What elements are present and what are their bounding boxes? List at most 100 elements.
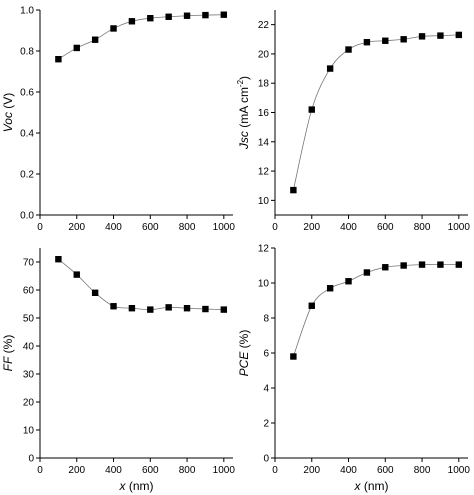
jsc-data-point	[382, 37, 389, 44]
pce-fit-line	[293, 264, 459, 357]
ff-y-axis-label: FF (%)	[1, 335, 15, 372]
ff-y-tick-label: 10	[23, 426, 35, 437]
ff-panel: 0 200 400 600 800 1000 0 10 20 30 40 50 60 70 FF (%) x …	[1, 248, 235, 493]
voc-x-tick-label: 600	[142, 222, 159, 233]
ff-x-tick-label: 600	[142, 465, 159, 476]
jsc-y-tick-label: 12	[258, 167, 270, 178]
voc-x-tick-label: 1000	[213, 222, 236, 233]
jsc-y-tick-label: 16	[258, 108, 270, 119]
pce-y-axis-label: PCE (%)	[237, 330, 251, 377]
jsc-y-tick-label: 20	[258, 49, 270, 60]
axis-label-italic: x	[354, 479, 362, 493]
axis-label-italic: PCE	[237, 351, 251, 377]
axis-label-italic: x	[119, 479, 127, 493]
axis-label-plain: (nm)	[126, 479, 154, 493]
voc-panel: 0 200 400 600 800 1000 0.0 0.2 0.4 0.6 0.8 1.0 Voc (…	[1, 6, 235, 234]
pce-x-tick-label: 600	[377, 465, 394, 476]
jsc-x-tick-label: 1000	[448, 222, 471, 233]
axis-label-plain: (mA cm	[237, 87, 251, 131]
pce-data-point	[418, 261, 426, 268]
ff-x-tick-label: 0	[37, 465, 43, 476]
pce-data-point	[345, 278, 352, 285]
axis-label-close: )	[237, 76, 251, 80]
jsc-x-tick-label: 800	[414, 222, 431, 233]
voc-x-tick-label: 0	[37, 222, 43, 233]
pce-data-point	[326, 285, 334, 292]
voc-y-tick-label: 1.0	[20, 6, 34, 17]
jsc-data-point	[345, 46, 352, 53]
axis-label-plain: (%)	[237, 330, 251, 352]
ff-y-tick-label: 50	[23, 314, 35, 325]
ff-x-axis-label: x (nm)	[119, 479, 154, 493]
voc-data-point	[128, 18, 136, 25]
voc-x-tick-label: 200	[68, 222, 85, 233]
voc-y-tick-label: 0.6	[20, 88, 34, 99]
jsc-data-point	[400, 36, 407, 43]
jsc-x-tick-label: 200	[303, 222, 320, 233]
voc-data-point	[183, 12, 191, 19]
voc-data-point	[55, 56, 62, 63]
pce-x-tick-label: 400	[340, 465, 357, 476]
pce-x-tick-label: 1000	[448, 465, 471, 476]
pce-data-point	[437, 261, 444, 268]
pce-y-tick-label: 6	[263, 349, 269, 360]
axis-label-italic: Jsc	[237, 131, 251, 150]
pce-panel: 0 200 400 600 800 1000 0 2 4 6 8 10 12 PCE (%) x (nm)	[237, 244, 470, 494]
ff-data-point	[91, 289, 99, 296]
jsc-x-tick-label: 400	[340, 222, 357, 233]
ff-y-tick-label: 20	[23, 398, 35, 409]
jsc-data-point	[363, 39, 371, 46]
axis-label-plain: (V)	[1, 93, 15, 112]
jsc-x-tick-label: 0	[272, 222, 278, 233]
voc-data-point	[110, 25, 117, 32]
jsc-fit-line	[292, 34, 459, 191]
jsc-data-point	[455, 31, 463, 39]
pce-data-point	[290, 353, 297, 360]
ff-data-point	[147, 306, 154, 313]
ff-x-tick-label: 200	[68, 465, 85, 476]
ff-y-tick-label: 40	[23, 342, 35, 353]
ff-x-tick-label: 1000	[213, 465, 236, 476]
pce-y-tick-label: 10	[258, 279, 270, 290]
jsc-data-point	[418, 33, 426, 40]
jsc-y-tick-label: 22	[258, 20, 270, 31]
ff-data-point	[55, 256, 62, 263]
voc-data-point	[220, 11, 228, 18]
voc-data-point	[202, 11, 209, 19]
voc-data-point	[91, 36, 99, 43]
pce-data-point	[400, 262, 407, 269]
pce-x-tick-label: 0	[272, 465, 278, 476]
ff-y-tick-label: 0	[28, 454, 34, 465]
ff-data-point	[128, 305, 136, 312]
jsc-x-tick-label: 600	[377, 222, 394, 233]
pce-y-tick-label: 2	[263, 419, 269, 430]
jsc-panel: 0 200 400 600 800 1000 10 12 14 16 18 20 22 Jsc (mA c…	[236, 10, 470, 233]
voc-y-axis-label: Voc (V)	[1, 93, 15, 133]
pce-data-point	[308, 302, 315, 309]
voc-data-point	[147, 15, 154, 22]
voc-x-tick-label: 800	[179, 222, 196, 233]
pce-y-tick-label: 0	[263, 454, 269, 465]
pce-data-point	[455, 261, 463, 268]
axis-label-superscript: -2	[236, 79, 245, 87]
axis-label-italic: Voc	[1, 112, 15, 132]
axis-label-plain: (%)	[1, 335, 15, 357]
axis-label-italic: FF	[1, 356, 15, 371]
ff-y-tick-label: 60	[23, 286, 35, 297]
pce-y-tick-label: 12	[258, 244, 270, 255]
voc-y-tick-label: 0.2	[20, 170, 34, 181]
ff-y-tick-label: 30	[23, 370, 35, 381]
voc-y-tick-label: 0.4	[20, 129, 34, 140]
voc-y-tick-label: 0.8	[20, 47, 34, 58]
pce-data-point	[382, 264, 389, 271]
ff-data-point	[73, 271, 80, 278]
jsc-data-point	[290, 186, 297, 194]
ff-data-point	[183, 305, 191, 312]
voc-data-point	[73, 44, 80, 52]
jsc-y-tick-label: 14	[258, 137, 270, 148]
jsc-data-point	[308, 106, 315, 113]
axis-label-plain: (nm)	[361, 479, 389, 493]
ff-fit-line	[58, 258, 224, 311]
ff-data-point	[202, 305, 209, 313]
